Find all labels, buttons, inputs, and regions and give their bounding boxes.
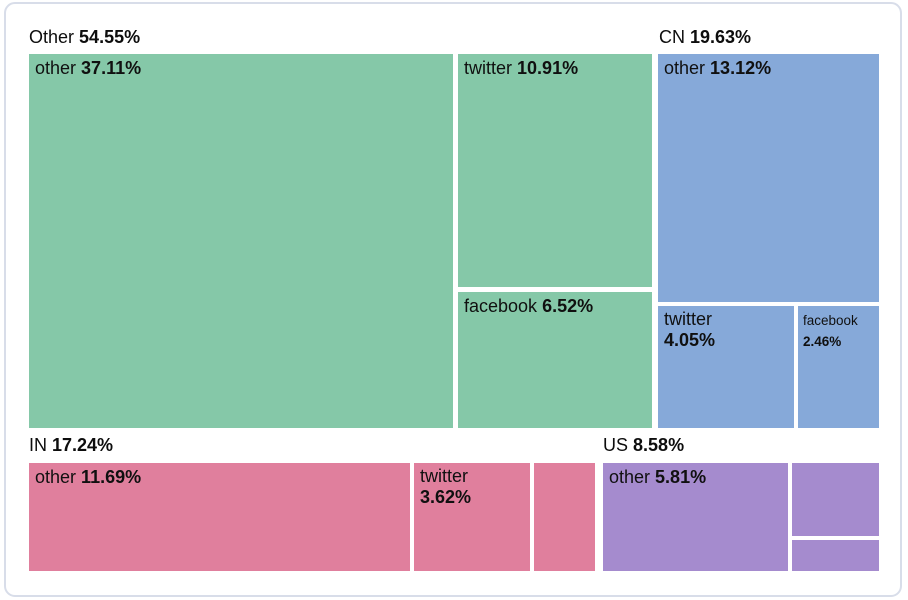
cell-value: 13.12%	[710, 58, 772, 78]
cell-value: 10.91%	[517, 58, 579, 78]
group-header-cn: CN 19.63%	[659, 27, 751, 47]
treemap-cell-in-twitter[interactable]: twitter 3.62%	[414, 463, 530, 571]
treemap-cell-in-other[interactable]: other 11.69%	[29, 463, 410, 571]
cell-value: 6.52%	[542, 296, 594, 316]
cell-value: 3.62%	[420, 487, 472, 507]
cell-value: 37.11%	[81, 58, 142, 78]
cell-label: other	[35, 58, 77, 78]
cell-label: other	[609, 467, 651, 487]
treemap-cell-other-other[interactable]: other 37.11%	[29, 54, 453, 428]
cell-label: other	[664, 58, 706, 78]
treemap-cell-cn-twitter[interactable]: twitter 4.05%	[658, 306, 794, 428]
group-label: Other	[29, 27, 75, 47]
treemap-cell-cn-other[interactable]: other 13.12%	[658, 54, 879, 302]
cell-label: facebook	[464, 296, 538, 316]
treemap-cell-us-unlabeled-1[interactable]	[792, 463, 879, 536]
treemap-cell-cn-facebook[interactable]: facebook 2.46%	[798, 306, 879, 428]
cell-value: 2.46%	[803, 334, 842, 349]
cell-value: 5.81%	[655, 467, 707, 487]
cell-label: other	[35, 467, 77, 487]
cell-value: 11.69%	[81, 467, 142, 487]
treemap-cell-other-twitter[interactable]: twitter 10.91%	[458, 54, 652, 287]
group-value: 17.24%	[52, 435, 114, 455]
treemap-cell-in-unlabeled[interactable]	[534, 463, 595, 571]
cell-label: twitter	[420, 466, 469, 486]
group-header-in: IN 17.24%	[29, 435, 113, 455]
group-label: IN	[29, 435, 47, 455]
group-value: 54.55%	[79, 27, 141, 47]
group-value: 8.58%	[633, 435, 685, 455]
group-label: US	[603, 435, 629, 455]
treemap-cell-other-facebook[interactable]: facebook 6.52%	[458, 292, 652, 428]
cell-label: twitter	[664, 309, 713, 329]
group-label: CN	[659, 27, 685, 47]
cell-value: 4.05%	[664, 330, 716, 350]
treemap-cell-us-other[interactable]: other 5.81%	[603, 463, 788, 571]
cell-label: facebook	[803, 313, 858, 328]
group-header-other: Other 54.55%	[29, 27, 140, 47]
group-value: 19.63%	[690, 27, 752, 47]
cell-label: twitter	[464, 58, 513, 78]
group-header-us: US 8.58%	[603, 435, 684, 455]
treemap-cell-us-unlabeled-2[interactable]	[792, 540, 879, 571]
